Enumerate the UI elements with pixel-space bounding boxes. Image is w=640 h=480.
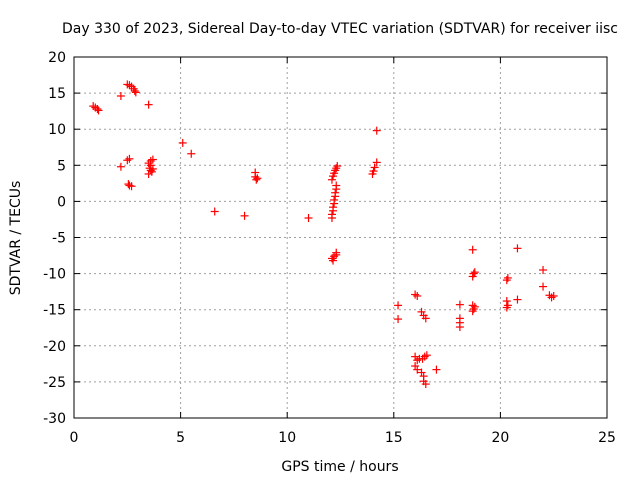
data-point xyxy=(327,254,336,263)
data-point xyxy=(468,245,477,254)
data-point xyxy=(331,188,340,197)
data-point xyxy=(545,291,554,300)
data-point xyxy=(252,175,261,184)
data-point xyxy=(394,301,403,310)
x-tick-label: 10 xyxy=(278,430,296,446)
data-point xyxy=(327,175,336,184)
y-tick-label: -30 xyxy=(43,411,66,427)
data-point xyxy=(144,169,153,178)
data-point xyxy=(125,154,134,163)
x-tick-label: 15 xyxy=(385,430,403,446)
data-point xyxy=(502,276,511,285)
data-point xyxy=(411,352,420,361)
data-point xyxy=(304,214,313,223)
data-point xyxy=(240,211,249,220)
data-point xyxy=(146,161,155,170)
data-point xyxy=(125,181,134,190)
data-point xyxy=(332,248,341,257)
data-point xyxy=(411,290,420,299)
data-point xyxy=(332,181,341,190)
y-axis-ticks: -30 -25 -20 -15 -10 -5 0 5 10 15 20 xyxy=(43,50,607,427)
y-tick-label: -15 xyxy=(43,303,66,319)
data-point xyxy=(413,291,422,300)
y-tick-label: 5 xyxy=(57,158,66,174)
data-point xyxy=(411,362,420,371)
data-point xyxy=(370,163,379,172)
data-point xyxy=(432,365,441,374)
data-point xyxy=(93,104,102,113)
data-point xyxy=(539,282,548,291)
data-point xyxy=(144,159,153,168)
data-point xyxy=(413,365,422,374)
data-point xyxy=(455,323,464,332)
data-point xyxy=(372,158,381,167)
data-point xyxy=(420,352,429,361)
data-point xyxy=(539,265,548,274)
data-point xyxy=(94,106,103,115)
data-point xyxy=(329,203,338,212)
data-point xyxy=(455,300,464,309)
y-tick-label: 10 xyxy=(48,122,66,138)
data-point xyxy=(369,167,378,176)
data-point xyxy=(253,174,262,183)
data-point xyxy=(470,302,479,311)
data-point xyxy=(131,88,140,97)
data-point xyxy=(148,155,157,164)
data-point xyxy=(470,268,479,277)
data-point xyxy=(116,162,125,171)
x-axis-label: GPS time / hours xyxy=(281,459,398,475)
data-point xyxy=(503,301,512,310)
y-tick-label: 20 xyxy=(48,50,66,66)
data-point xyxy=(422,351,431,360)
data-point xyxy=(187,149,196,158)
data-point xyxy=(547,293,556,302)
data-point xyxy=(123,156,132,165)
grid-lines xyxy=(74,57,607,418)
data-point xyxy=(144,100,153,109)
data-point xyxy=(210,207,219,216)
data-point xyxy=(469,304,478,313)
x-tick-label: 5 xyxy=(176,430,185,446)
data-point xyxy=(468,307,477,316)
data-point xyxy=(329,256,338,265)
data-point xyxy=(417,307,426,316)
data-point xyxy=(469,269,478,278)
data-point xyxy=(503,273,512,282)
data-point xyxy=(116,91,125,100)
data-point xyxy=(327,210,336,219)
data-point xyxy=(372,126,381,135)
y-axis-label: SDTVAR / TECUs xyxy=(8,181,24,296)
data-point xyxy=(413,356,422,365)
data-point xyxy=(421,314,430,323)
data-point xyxy=(513,295,522,304)
data-point xyxy=(130,86,139,95)
x-axis-ticks: 0 5 10 15 20 25 xyxy=(70,57,616,446)
data-point xyxy=(502,303,511,312)
y-tick-label: -20 xyxy=(43,339,66,355)
data-points xyxy=(89,80,558,389)
data-point xyxy=(330,195,339,204)
y-tick-label: -5 xyxy=(52,231,66,247)
chart-title: Day 330 of 2023, Sidereal Day-to-day VTE… xyxy=(62,21,618,37)
x-tick-label: 25 xyxy=(598,430,616,446)
y-tick-label: 0 xyxy=(57,194,66,210)
data-point xyxy=(513,244,522,253)
data-point xyxy=(549,291,558,300)
y-tick-label: -25 xyxy=(43,375,66,391)
data-point xyxy=(127,182,136,191)
data-point xyxy=(123,80,132,89)
y-tick-label: 15 xyxy=(48,86,66,102)
data-point xyxy=(394,315,403,324)
data-point xyxy=(333,162,342,171)
y-tick-label: -10 xyxy=(43,267,66,283)
data-point xyxy=(178,138,187,147)
data-point xyxy=(129,84,138,93)
x-tick-label: 20 xyxy=(491,430,509,446)
data-point xyxy=(330,252,339,261)
x-tick-label: 0 xyxy=(70,430,79,446)
data-point xyxy=(125,81,134,90)
data-point xyxy=(421,380,430,389)
